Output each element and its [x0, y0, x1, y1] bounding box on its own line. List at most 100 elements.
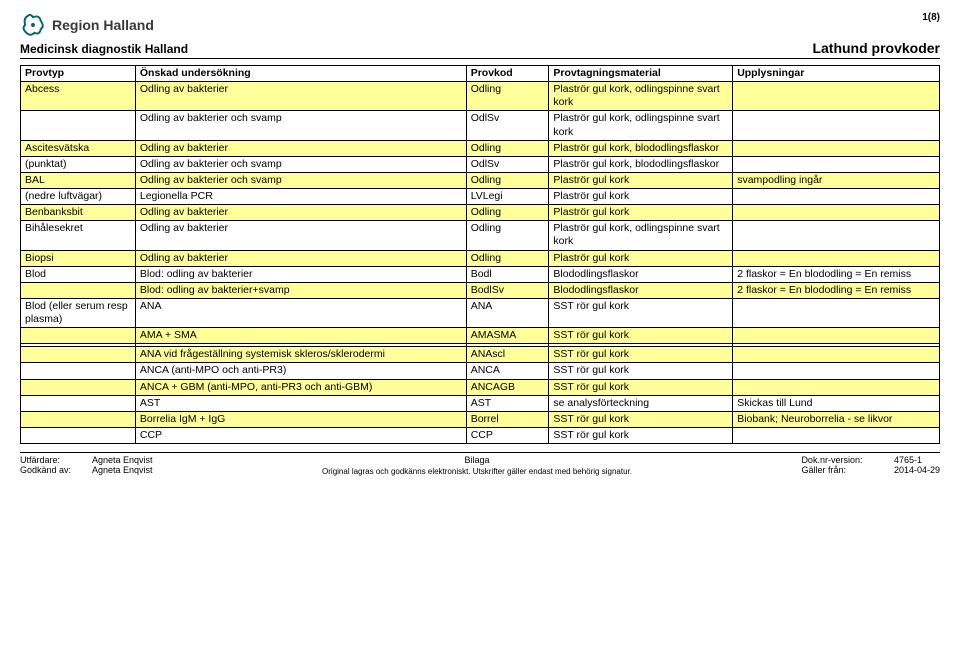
table-body: AbcessOdling av bakterierOdlingPlaströr …	[21, 82, 940, 444]
table-cell: Skickas till Lund	[733, 395, 940, 411]
table-cell: Blod: odling av bakterier+svamp	[135, 282, 466, 298]
table-cell: AMA + SMA	[135, 328, 466, 344]
table-row: ANCA (anti-MPO och anti-PR3)ANCASST rör …	[21, 363, 940, 379]
table-cell: Odling	[466, 250, 549, 266]
table-cell	[21, 427, 136, 443]
table-cell: se analysförteckning	[549, 395, 733, 411]
table-cell: SST rör gul kork	[549, 363, 733, 379]
doc-title: Lathund provkoder	[812, 40, 940, 56]
table-cell	[733, 379, 940, 395]
table-cell: Odling	[466, 140, 549, 156]
table-cell: ANCA	[466, 363, 549, 379]
table-cell	[21, 111, 136, 140]
table-cell: Bodl	[466, 266, 549, 282]
table-row: BlodBlod: odling av bakterierBodlBlododl…	[21, 266, 940, 282]
department: Medicinsk diagnostik Halland	[20, 42, 188, 56]
docnr-label: Dok.nr-version:	[801, 455, 891, 465]
table-cell	[733, 328, 940, 344]
table-row: BenbanksbitOdling av bakterierOdlingPlas…	[21, 205, 940, 221]
provkoder-table: Provtyp Önskad undersökning Provkod Prov…	[20, 65, 940, 444]
footer-center-top: Bilaga	[322, 455, 632, 465]
table-cell: Odling av bakterier och svamp	[135, 156, 466, 172]
table-cell: SST rör gul kork	[549, 411, 733, 427]
table-cell: CCP	[466, 427, 549, 443]
approved-by-value: Agneta Enqvist	[92, 465, 153, 475]
table-cell: Abcess	[21, 82, 136, 111]
table-cell	[733, 347, 940, 363]
table-cell: Plaströr gul kork	[549, 172, 733, 188]
table-cell: Biopsi	[21, 250, 136, 266]
table-cell	[733, 298, 940, 327]
th-material: Provtagningsmaterial	[549, 66, 733, 82]
table-cell: Plaströr gul kork	[549, 205, 733, 221]
table-cell: Ascitesvätska	[21, 140, 136, 156]
table-cell: Blododlingsflaskor	[549, 266, 733, 282]
table-cell: ANA vid frågeställning systemisk skleros…	[135, 347, 466, 363]
table-row: ASTASTse analysförteckningSkickas till L…	[21, 395, 940, 411]
table-row: AscitesvätskaOdling av bakterierOdlingPl…	[21, 140, 940, 156]
table-row: (nedre luftvägar)Legionella PCRLVLegiPla…	[21, 189, 940, 205]
table-cell: Plaströr gul kork, odlingspinne svart ko…	[549, 111, 733, 140]
issued-by-value: Agneta Enqvist	[92, 455, 153, 465]
table-row: BALOdling av bakterier och svampOdlingPl…	[21, 172, 940, 188]
table-cell: ANCA (anti-MPO och anti-PR3)	[135, 363, 466, 379]
table-cell	[21, 347, 136, 363]
table-cell: AST	[135, 395, 466, 411]
table-cell	[733, 250, 940, 266]
table-cell	[733, 156, 940, 172]
table-cell: AST	[466, 395, 549, 411]
valid-label: Gäller från:	[801, 465, 891, 475]
table-row: CCPCCPSST rör gul kork	[21, 427, 940, 443]
table-cell: Plaströr gul kork, odlingspinne svart ko…	[549, 221, 733, 250]
table-row: BihålesekretOdling av bakterierOdlingPla…	[21, 221, 940, 250]
issued-by-label: Utfärdare:	[20, 455, 90, 465]
table-cell: Odling av bakterier och svamp	[135, 172, 466, 188]
table-cell: Blod	[21, 266, 136, 282]
table-cell: AMASMA	[466, 328, 549, 344]
table-cell: Odling av bakterier	[135, 140, 466, 156]
page-header: Region Halland 1(8)	[20, 12, 940, 38]
table-cell: Plaströr gul kork	[549, 189, 733, 205]
table-cell: Borrelia IgM + IgG	[135, 411, 466, 427]
table-cell: Plaströr gul kork, odlingspinne svart ko…	[549, 82, 733, 111]
table-row: BiopsiOdling av bakterierOdlingPlaströr …	[21, 250, 940, 266]
table-cell: BodlSv	[466, 282, 549, 298]
table-cell: 2 flaskor = En blododling = En remiss	[733, 266, 940, 282]
table-cell: SST rör gul kork	[549, 427, 733, 443]
table-cell: Borrel	[466, 411, 549, 427]
valid-value: 2014-04-29	[894, 465, 940, 475]
th-provtyp: Provtyp	[21, 66, 136, 82]
table-cell	[21, 395, 136, 411]
table-cell: OdlSv	[466, 111, 549, 140]
logo-block: Region Halland	[20, 12, 154, 38]
footer-right: Dok.nr-version: 4765-1 Gäller från: 2014…	[801, 455, 940, 476]
table-cell: Blod: odling av bakterier	[135, 266, 466, 282]
table-header-row: Provtyp Önskad undersökning Provkod Prov…	[21, 66, 940, 82]
table-row: (punktat)Odling av bakterier och svampOd…	[21, 156, 940, 172]
table-cell: Blod (eller serum resp plasma)	[21, 298, 136, 327]
table-cell: LVLegi	[466, 189, 549, 205]
table-cell: Legionella PCR	[135, 189, 466, 205]
table-row: Odling av bakterier och svampOdlSvPlastr…	[21, 111, 940, 140]
table-cell: Odling	[466, 221, 549, 250]
table-cell	[733, 205, 940, 221]
table-cell: Odling av bakterier	[135, 205, 466, 221]
table-cell: Plaströr gul kork	[549, 250, 733, 266]
table-cell	[733, 140, 940, 156]
table-cell: svampodling ingår	[733, 172, 940, 188]
table-cell: Odling	[466, 172, 549, 188]
table-cell	[733, 363, 940, 379]
table-cell: CCP	[135, 427, 466, 443]
table-cell: ANA	[466, 298, 549, 327]
region-name: Region Halland	[52, 17, 154, 33]
th-upplysningar: Upplysningar	[733, 66, 940, 82]
table-cell	[21, 411, 136, 427]
table-cell	[733, 189, 940, 205]
table-cell: Biobank; Neuroborrelia - se likvor	[733, 411, 940, 427]
table-cell: SST rör gul kork	[549, 298, 733, 327]
table-cell: Plaströr gul kork, blododlingsflaskor	[549, 140, 733, 156]
table-cell: SST rör gul kork	[549, 347, 733, 363]
approved-by-label: Godkänd av:	[20, 465, 90, 475]
table-cell: SST rör gul kork	[549, 328, 733, 344]
table-cell	[733, 82, 940, 111]
